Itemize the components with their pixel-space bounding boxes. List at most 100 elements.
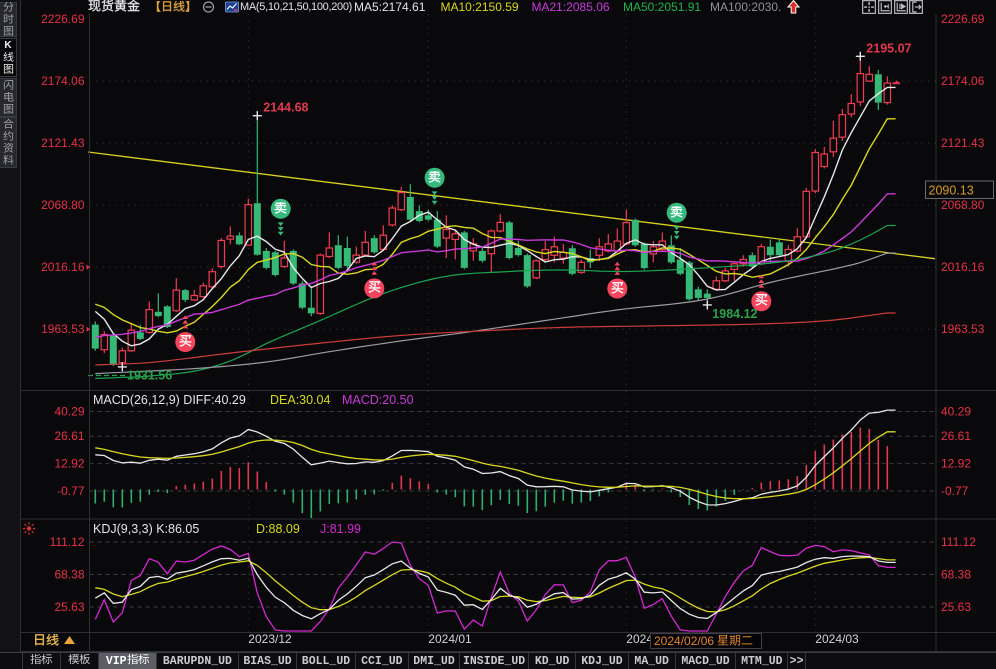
panel-headers: MACD(26,12,9) DIFF:40.29 DEA:30.04 MACD:20… — [93, 393, 414, 536]
last-price-box — [925, 180, 994, 199]
macd-diff-line — [95, 409, 896, 506]
sidebar-tab-3[interactable] — [0, 78, 17, 117]
price-up-arrow-icon — [786, 0, 801, 14]
axis-label: 111.12 — [941, 535, 976, 549]
ma-legend-1: MA5:2174.61 — [354, 0, 426, 14]
axis-label: 2090.13 — [929, 184, 974, 198]
buy-signal[interactable] — [364, 261, 385, 299]
zoom-out-icon[interactable] — [202, 0, 215, 14]
mini-chart-icon[interactable] — [225, 0, 239, 14]
indicator-settings-icon — [22, 522, 36, 535]
min-price-label: 1931.56 — [127, 369, 172, 383]
sidebar: K — [0, 0, 21, 669]
toolbar-item-bollud[interactable]: BOLL_UD — [297, 653, 356, 669]
toolbar-item-biasud[interactable]: BIAS_UD — [239, 653, 298, 669]
x-axis-label: 2023/12 — [248, 631, 292, 646]
toolbar-item-insideud[interactable]: INSIDE_UD — [460, 653, 529, 669]
axis-label: 68.38 — [54, 568, 84, 582]
ma-legend-4: MA50:2051.91 — [623, 0, 702, 14]
zoom-axis-play-icon[interactable] — [893, 0, 908, 14]
axis-label: 2016.16 — [941, 260, 985, 274]
axis-label: 2174.06 — [41, 74, 85, 88]
ma-legend-5: MA100:2030. — [710, 0, 782, 14]
axis-label: 1963.53 — [941, 322, 985, 336]
macd-value-label: MACD:20.50 — [342, 393, 414, 407]
toolbar-item-barupdnud[interactable]: BARUPDN_UD — [157, 653, 239, 669]
ma-line-ma200 — [95, 312, 896, 366]
sidebar-tab-4[interactable] — [0, 117, 17, 168]
sell-signal[interactable] — [666, 202, 687, 240]
period-tag — [149, 0, 197, 14]
axis-label: 40.29 — [941, 405, 971, 419]
toolbar-item-cciud[interactable]: CCI_UD — [356, 653, 409, 669]
ma-legend-2: MA10:2150.59 — [440, 0, 519, 14]
toolbar-item-cn1[interactable] — [61, 653, 100, 669]
kdj-title: KDJ(9,3,3) K:86.05 — [93, 522, 199, 536]
toolbar-item-macdud[interactable]: MACD_UD — [676, 653, 737, 669]
axis-label: 40.29 — [54, 405, 84, 419]
grid — [89, 14, 936, 633]
axis-label: 2121.43 — [941, 136, 985, 150]
toolbar-item-mtmud[interactable]: MTM_UD — [736, 653, 789, 669]
svg-text:1984.12: 1984.12 — [712, 307, 757, 321]
axis-labels: 2226.69 2226.69 2174.06 2174.06 2121.43 2121.… — [41, 12, 994, 614]
period-selector[interactable] — [33, 634, 76, 649]
buy-signal[interactable] — [607, 261, 628, 299]
macd-dea-label: DEA:30.04 — [270, 393, 331, 407]
selected-date-box: 2024/02/06 — [650, 633, 762, 649]
toolbar-item-dmiud[interactable]: DMI_UD — [409, 653, 461, 669]
sell-signal[interactable] — [270, 198, 291, 236]
ma-params: MA(5,10,21,50,100,200) — [240, 1, 353, 13]
axis-label: 25.63 — [941, 600, 971, 614]
axis-tick — [86, 264, 90, 270]
axis-label: 12.92 — [941, 457, 971, 471]
sidebar-tab-1[interactable] — [0, 2, 17, 37]
ma-line-ma100 — [95, 252, 896, 375]
indicator-toolbar: VIP BARUPDN_UD BIAS_UD BOLL_UD CCI_UD DMI_UD I… — [0, 652, 996, 669]
ma-line-ma5 — [94, 86, 896, 347]
axis-label: 1963.53 — [41, 322, 85, 336]
ma-lines — [94, 86, 896, 380]
exit-right-icon[interactable] — [909, 0, 924, 14]
x-axis-label: 2024/01 — [428, 631, 472, 646]
trade-signals[interactable] — [175, 167, 772, 352]
axis-label: 111.12 — [50, 535, 85, 549]
toolbar-item-cn0[interactable] — [23, 653, 61, 669]
axis-tick — [86, 326, 90, 332]
extreme-markers: 2144.68 1984.12 2195.07 — [117, 41, 912, 372]
toolbar-item-vip[interactable]: VIP — [99, 653, 157, 669]
pan-tool-icon[interactable] — [862, 0, 876, 14]
axis-label: 25.63 — [54, 600, 84, 614]
topbar: MA(5,10,21,50,100,200) MA5:2174.61 MA10:21… — [0, 0, 996, 14]
axis-label: 12.92 — [54, 457, 84, 471]
buy-signal[interactable] — [751, 274, 772, 312]
sell-signal[interactable] — [424, 167, 445, 205]
axis-label: 2068.80 — [941, 198, 985, 212]
toolbar-item-maud[interactable]: MA_UD — [629, 653, 676, 669]
axis-label: 2174.06 — [941, 74, 985, 88]
macd-title: MACD(26,12,9) DIFF:40.29 — [93, 393, 246, 407]
axis-label: 2068.80 — [41, 198, 85, 212]
macd-lines — [95, 409, 896, 506]
ma-line-ma50 — [95, 224, 896, 380]
toolbar-item-cn14[interactable]: >> — [788, 653, 806, 669]
kdj-lines — [94, 541, 896, 632]
sidebar-tab-2[interactable]: K — [0, 38, 17, 77]
kdj-j-label: J:81.99 — [320, 522, 361, 536]
macd-dea-line — [95, 431, 896, 500]
axis-label: 2226.69 — [941, 12, 985, 26]
axis-label: 2121.43 — [41, 136, 85, 150]
ma-line-ma10 — [95, 118, 896, 334]
toolbar-item-kdjud[interactable]: KDJ_UD — [576, 653, 629, 669]
kdj-k-line — [94, 555, 896, 620]
zoom-axis-left-icon[interactable] — [877, 0, 892, 14]
buy-signal[interactable] — [175, 315, 196, 352]
symbol-title — [88, 0, 140, 14]
svg-text:2144.68: 2144.68 — [263, 101, 308, 115]
toolbar-item-kdud[interactable]: KD_UD — [529, 653, 577, 669]
kdj-d-line — [95, 556, 896, 613]
axis-label: -0.77 — [941, 484, 969, 498]
ma-line-ma21 — [95, 193, 896, 339]
axis-label: -0.77 — [57, 484, 85, 498]
